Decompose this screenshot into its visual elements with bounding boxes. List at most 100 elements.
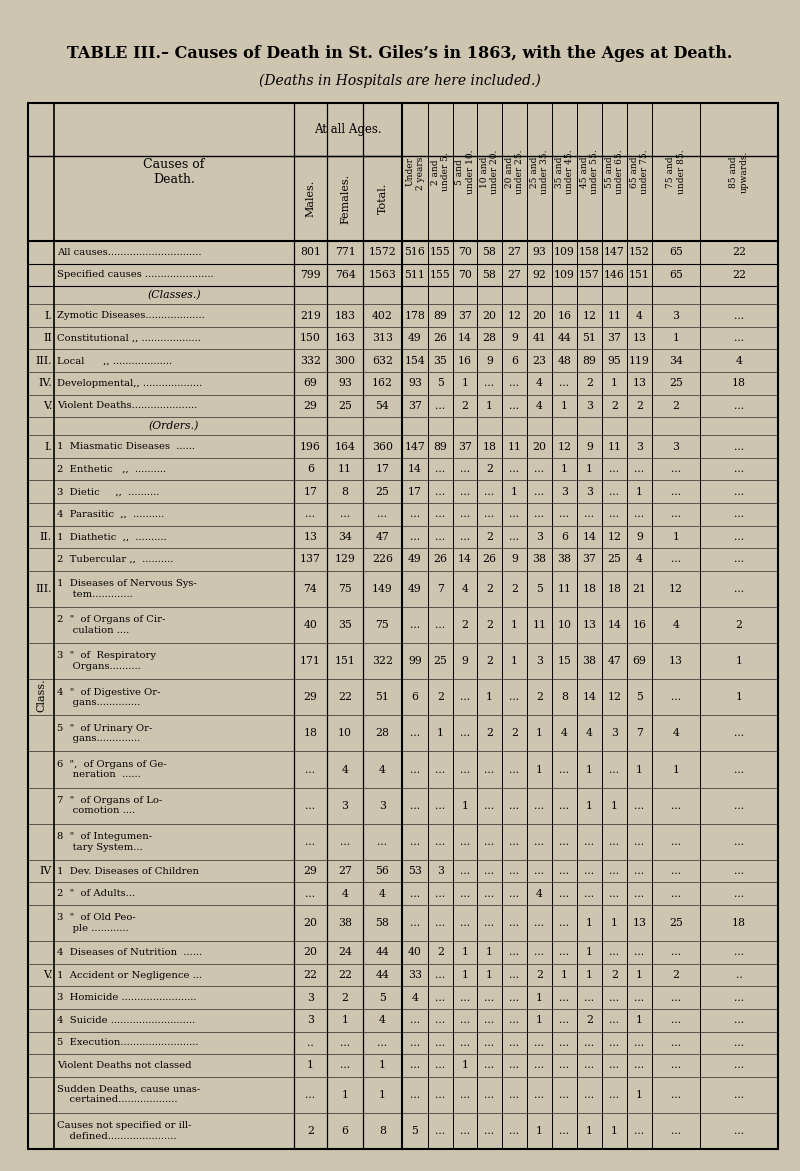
- Text: ...: ...: [734, 728, 744, 739]
- Text: ...: ...: [734, 801, 744, 810]
- Text: Violent Deaths not classed: Violent Deaths not classed: [57, 1061, 191, 1070]
- Text: Causes not specified or ill-
    defined......................: Causes not specified or ill- defined....…: [57, 1121, 191, 1141]
- Text: 74: 74: [304, 584, 318, 594]
- Text: 51: 51: [375, 692, 390, 703]
- Text: 41: 41: [533, 333, 546, 343]
- Text: (Deaths in Hospitals are here included.): (Deaths in Hospitals are here included.): [259, 74, 541, 88]
- Text: ...: ...: [734, 947, 744, 958]
- Text: ...: ...: [460, 487, 470, 497]
- Text: 2: 2: [536, 692, 543, 703]
- Text: ...: ...: [460, 728, 470, 739]
- Text: ...: ...: [534, 867, 545, 876]
- Text: 1: 1: [536, 728, 543, 739]
- Text: ...: ...: [485, 867, 494, 876]
- Text: 25: 25: [338, 400, 352, 411]
- Text: 3: 3: [636, 441, 643, 452]
- Text: 4: 4: [561, 728, 568, 739]
- Text: 158: 158: [579, 247, 600, 258]
- Text: 12: 12: [558, 441, 571, 452]
- Text: ...: ...: [634, 1038, 645, 1048]
- Text: 22: 22: [338, 692, 352, 703]
- Text: ...: ...: [610, 867, 619, 876]
- Text: 25: 25: [669, 378, 683, 389]
- Text: 10: 10: [338, 728, 352, 739]
- Text: ...: ...: [534, 487, 545, 497]
- Text: 4  Diseases of Nutrition  ......: 4 Diseases of Nutrition ......: [57, 949, 202, 957]
- Text: 4: 4: [536, 889, 543, 899]
- Text: ...: ...: [485, 378, 494, 389]
- Text: ...: ...: [460, 464, 470, 474]
- Text: 1: 1: [586, 947, 593, 958]
- Text: 1: 1: [611, 918, 618, 929]
- Text: 149: 149: [372, 584, 393, 594]
- Text: ...: ...: [435, 1015, 446, 1026]
- Text: ...: ...: [559, 947, 570, 958]
- Text: ...: ...: [734, 555, 744, 564]
- Text: 45 and
under 55.: 45 and under 55.: [580, 150, 599, 194]
- Text: 13: 13: [633, 378, 646, 389]
- Text: ...: ...: [559, 1090, 570, 1100]
- Text: 24: 24: [338, 947, 352, 958]
- Text: 51: 51: [582, 333, 597, 343]
- Text: 5: 5: [636, 692, 643, 703]
- Text: ...: ...: [485, 993, 494, 1002]
- Text: 27: 27: [507, 247, 522, 258]
- Text: ...: ...: [510, 1127, 519, 1136]
- Text: 1: 1: [636, 1090, 643, 1100]
- Text: 2: 2: [486, 584, 493, 594]
- Text: 4: 4: [411, 993, 418, 1002]
- Text: 18: 18: [482, 441, 497, 452]
- Text: 1: 1: [586, 918, 593, 929]
- Text: 1  Miasmatic Diseases  ......: 1 Miasmatic Diseases ......: [57, 441, 195, 451]
- Text: 38: 38: [582, 656, 597, 666]
- Text: ...: ...: [534, 1090, 545, 1100]
- Text: 12: 12: [669, 584, 683, 594]
- Text: 4  Parasitic  ,,  ..........: 4 Parasitic ,, ..........: [57, 509, 164, 519]
- Text: 3  Dietic     ,,  ..........: 3 Dietic ,, ..........: [57, 487, 159, 497]
- Text: 54: 54: [376, 400, 390, 411]
- Text: ...: ...: [634, 889, 645, 899]
- Text: 47: 47: [376, 532, 390, 542]
- Text: 4: 4: [536, 400, 543, 411]
- Text: 11: 11: [607, 441, 622, 452]
- Text: IV: IV: [40, 867, 52, 876]
- Text: 16: 16: [558, 310, 571, 321]
- Text: 93: 93: [533, 247, 546, 258]
- Text: 4: 4: [536, 378, 543, 389]
- Text: (Orders.): (Orders.): [149, 422, 199, 431]
- Text: ...: ...: [510, 993, 519, 1002]
- Text: 171: 171: [300, 656, 321, 666]
- Text: 137: 137: [300, 555, 321, 564]
- Text: 25: 25: [669, 918, 683, 929]
- Text: 7: 7: [636, 728, 643, 739]
- Text: 23: 23: [533, 356, 546, 365]
- Text: 1: 1: [673, 333, 679, 343]
- Text: ...: ...: [534, 464, 545, 474]
- Text: 69: 69: [633, 656, 646, 666]
- Text: 1: 1: [611, 801, 618, 810]
- Text: 3: 3: [437, 867, 444, 876]
- Text: 1: 1: [611, 378, 618, 389]
- Text: V.: V.: [42, 400, 52, 411]
- Text: ...: ...: [671, 555, 681, 564]
- Text: ...: ...: [410, 1015, 420, 1026]
- Text: ...: ...: [435, 1127, 446, 1136]
- Text: ...: ...: [585, 837, 594, 847]
- Text: 2: 2: [486, 532, 493, 542]
- Text: 2: 2: [462, 619, 469, 630]
- Text: 65: 65: [669, 247, 683, 258]
- Text: 1: 1: [561, 400, 568, 411]
- Text: Violent Deaths.....................: Violent Deaths.....................: [57, 402, 198, 410]
- Text: 75 and
under 85.: 75 and under 85.: [666, 150, 686, 194]
- Text: 1563: 1563: [369, 269, 397, 280]
- Text: Constitutional ,, ...................: Constitutional ,, ...................: [57, 334, 201, 343]
- Text: 2: 2: [437, 692, 444, 703]
- Text: ...: ...: [460, 1127, 470, 1136]
- Text: 2: 2: [611, 400, 618, 411]
- Text: ...: ...: [585, 867, 594, 876]
- Text: ...: ...: [435, 487, 446, 497]
- Text: 2: 2: [536, 970, 543, 980]
- Text: 6: 6: [511, 356, 518, 365]
- Text: ...: ...: [460, 889, 470, 899]
- Text: 1: 1: [307, 1061, 314, 1070]
